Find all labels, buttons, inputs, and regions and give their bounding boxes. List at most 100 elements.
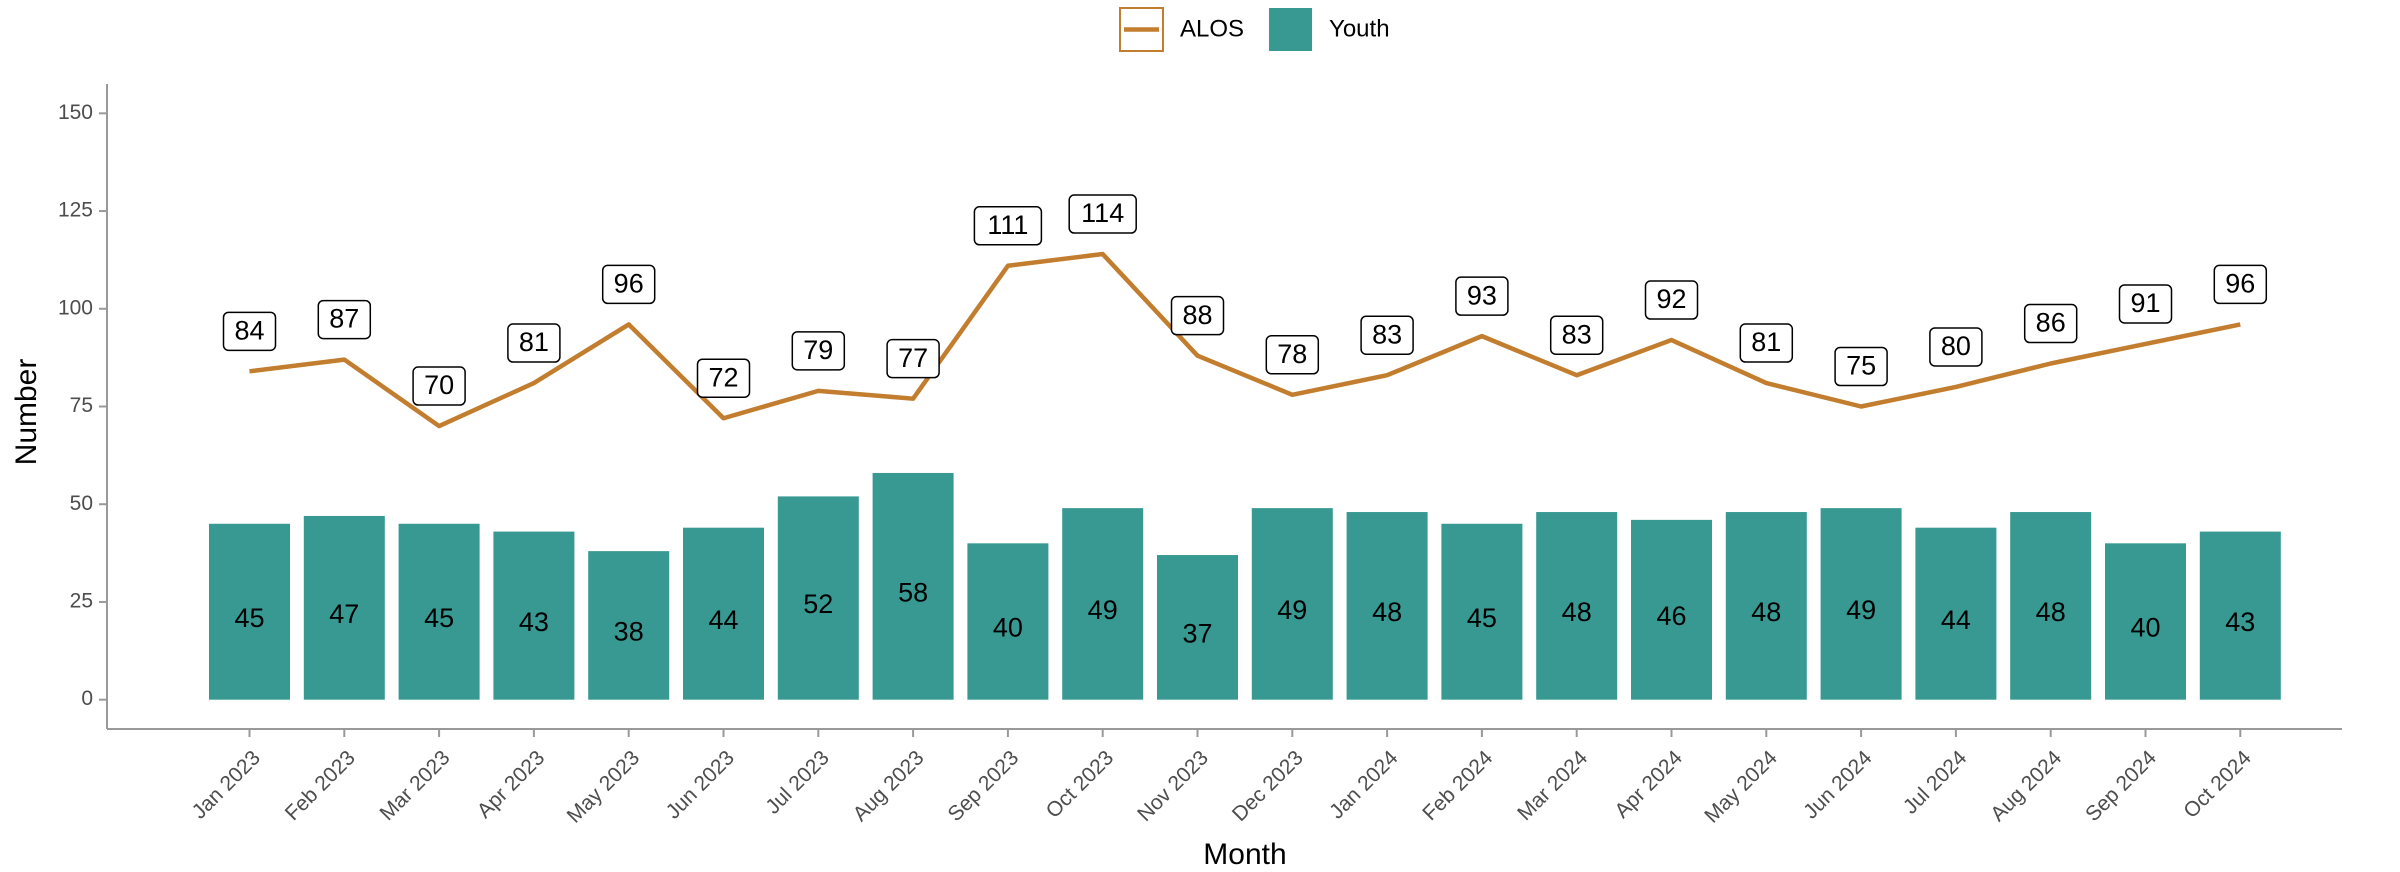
data-label: 80 — [1941, 331, 1971, 361]
data-label: 81 — [519, 327, 549, 357]
x-tick-label: Mar 2024 — [1513, 746, 1592, 825]
x-tick-label: Jun 2024 — [1799, 746, 1877, 824]
data-label-box — [1739, 323, 1794, 363]
y-tick-label: 25 — [70, 590, 93, 613]
data-label-box — [973, 206, 1043, 246]
bar — [1157, 555, 1238, 700]
x-tick-label: Jul 2024 — [1899, 746, 1972, 819]
data-label-box — [601, 264, 656, 305]
x-tick-label: Jun 2023 — [662, 746, 739, 823]
data-label: 83 — [1562, 319, 1592, 349]
bar-label: 44 — [1941, 605, 1971, 635]
data-label-box — [1834, 346, 1888, 387]
bar — [1346, 512, 1428, 700]
bar — [1251, 508, 1333, 700]
bar — [1631, 519, 1712, 700]
bar-label: 44 — [708, 605, 738, 635]
data-label-box — [1644, 280, 1699, 320]
bar-label: 58 — [898, 577, 928, 607]
bar-label: 49 — [1846, 595, 1876, 625]
data-label-box — [1360, 315, 1414, 355]
bar — [1915, 527, 1997, 700]
data-label: 75 — [1846, 351, 1876, 381]
bar — [1820, 508, 1902, 700]
bar — [2010, 512, 2092, 700]
bar-label: 48 — [1372, 597, 1402, 627]
bar — [493, 531, 575, 700]
bar-label: 49 — [1088, 595, 1118, 625]
bar-label: 52 — [803, 589, 833, 619]
data-label: 96 — [2225, 269, 2255, 299]
data-label-box — [412, 366, 466, 406]
x-tick-label: Oct 2024 — [2179, 746, 2256, 823]
x-tick-label: May 2023 — [563, 746, 644, 827]
data-label: 78 — [1277, 339, 1307, 369]
bar — [967, 543, 1049, 700]
data-label-box — [317, 299, 372, 340]
y-tick-label: 150 — [58, 101, 93, 124]
bar-label: 38 — [614, 617, 644, 647]
bar-label: 46 — [1656, 601, 1686, 631]
y-tick-label: 50 — [70, 492, 93, 515]
data-label: 87 — [329, 304, 359, 334]
x-tick-label: Feb 2024 — [1418, 746, 1497, 825]
bar — [1725, 512, 1807, 700]
x-tick-label: Aug 2024 — [1986, 746, 2066, 826]
bar-label: 48 — [2036, 597, 2066, 627]
bar — [1062, 508, 1144, 700]
data-label: 88 — [1182, 300, 1212, 330]
data-label: 93 — [1467, 280, 1497, 310]
x-tick-label: Jan 2024 — [1325, 746, 1403, 824]
bar — [1441, 523, 1523, 700]
bar — [1536, 512, 1618, 700]
data-label-box — [1455, 276, 1509, 316]
bar — [209, 523, 290, 700]
line — [249, 251, 2241, 429]
data-label-box — [1265, 335, 1320, 375]
data-label: 114 — [1081, 198, 1124, 228]
legend-key — [1269, 8, 1313, 51]
bar-label: 40 — [993, 613, 1023, 643]
x-tick-label: Mar 2023 — [376, 746, 455, 825]
x-tick-label: Dec 2023 — [1228, 746, 1308, 826]
bar-label: 45 — [424, 603, 454, 633]
bar — [872, 472, 954, 700]
data-label: 81 — [1751, 327, 1781, 357]
y-tick-label: 75 — [70, 394, 93, 417]
data-label-box — [791, 331, 846, 371]
data-label: 79 — [803, 335, 833, 365]
data-label: 111 — [987, 210, 1028, 240]
x-axis-title: Month — [1203, 838, 1286, 871]
data-label: 96 — [614, 269, 644, 299]
bar-label: 48 — [1751, 597, 1781, 627]
bar — [2199, 531, 2281, 700]
x-tick-label: Sep 2024 — [2081, 746, 2161, 826]
bar — [683, 527, 764, 700]
bar-label: 37 — [1182, 618, 1212, 648]
y-tick-label: 100 — [58, 296, 93, 319]
data-label-box — [2118, 284, 2173, 324]
data-label: 91 — [2130, 288, 2160, 318]
x-tick-label: Aug 2023 — [849, 746, 929, 826]
data-label: 72 — [708, 362, 738, 392]
data-label-box — [1068, 194, 1137, 234]
bar-label: 40 — [2130, 613, 2160, 643]
bar-label: 48 — [1562, 597, 1592, 627]
x-tick-label: May 2024 — [1700, 746, 1782, 828]
bar — [303, 515, 385, 700]
bar — [588, 551, 670, 700]
data-label: 86 — [2036, 308, 2066, 338]
data-label-box — [696, 358, 751, 398]
data-label-box — [2023, 303, 2078, 344]
legend-label: Youth — [1329, 15, 1390, 42]
y-tick-label: 125 — [58, 199, 93, 222]
bar — [398, 523, 480, 700]
data-label: 92 — [1656, 284, 1686, 314]
x-tick-label: Nov 2023 — [1133, 746, 1213, 826]
legend-label: ALOS — [1180, 15, 1244, 42]
data-label-box — [507, 323, 561, 363]
bar-label: 43 — [2225, 607, 2255, 637]
data-label-box — [222, 311, 277, 352]
bar-label: 47 — [329, 599, 359, 629]
